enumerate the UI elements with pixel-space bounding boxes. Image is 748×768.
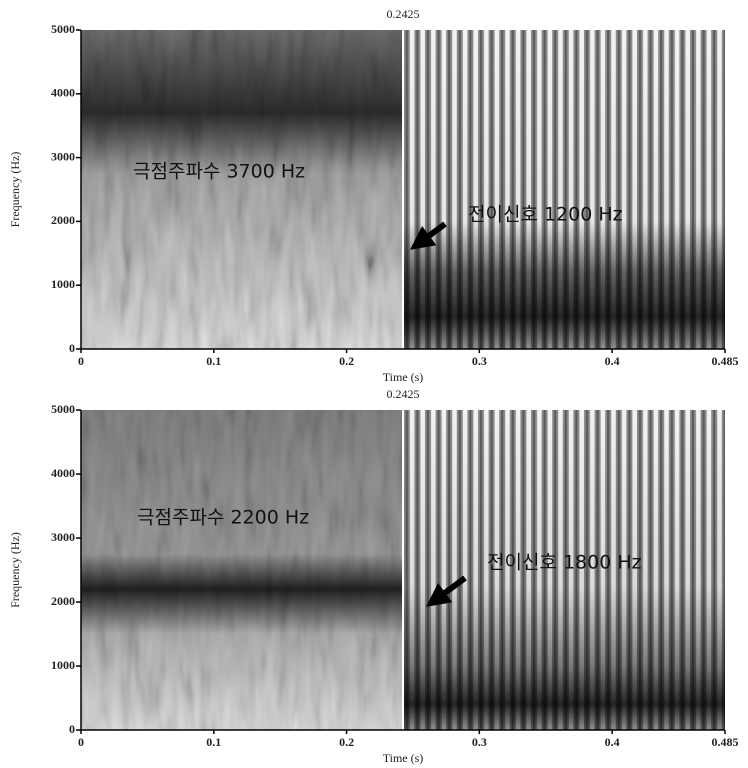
x-tick-label: 0.485 [712,735,739,749]
y-tick-label: 0 [69,722,75,736]
annotation: 극점주파수 3700 Hz [133,161,305,183]
x-tick-label: 0.2 [339,735,354,749]
x-axis-label: Time (s) [383,370,424,384]
annotation: 전이신호 1800 Hz [487,552,642,574]
arrow [409,221,447,250]
x-tick-label: 0.1 [206,354,221,368]
x-tick-label: 0.3 [472,354,487,368]
x-tick-label: 0.4 [605,354,620,368]
y-tick-label: 2000 [51,213,75,227]
annotation: 극점주파수 2200 Hz [137,507,309,529]
x-tick-label: 0 [78,354,84,368]
y-axis-label: Frequency (Hz) [8,152,22,228]
x-tick-label: 0.3 [472,735,487,749]
cursor-label: 0.2425 [387,387,420,401]
cursor-label: 0.2425 [387,7,420,21]
y-tick-label: 5000 [51,22,75,36]
arrow [425,575,467,607]
y-tick-label: 2000 [51,594,75,608]
x-tick-label: 0.485 [712,354,739,368]
x-tick-label: 0.4 [605,735,620,749]
x-axis-label: Time (s) [383,751,424,765]
y-tick-label: 3000 [51,149,75,163]
y-tick-label: 1000 [51,658,75,672]
x-tick-label: 0.1 [206,735,221,749]
y-tick-label: 4000 [51,86,75,100]
spectrogram-image [81,30,725,349]
x-tick-label: 0 [78,735,84,749]
y-tick-label: 4000 [51,466,75,480]
y-axis-label: Frequency (Hz) [8,532,22,608]
y-tick-label: 1000 [51,277,75,291]
y-tick-label: 5000 [51,402,75,416]
y-tick-label: 3000 [51,530,75,544]
annotation: 전이신호 1200 Hz [468,204,623,226]
y-tick-label: 0 [69,341,75,355]
x-tick-label: 0.2 [339,354,354,368]
